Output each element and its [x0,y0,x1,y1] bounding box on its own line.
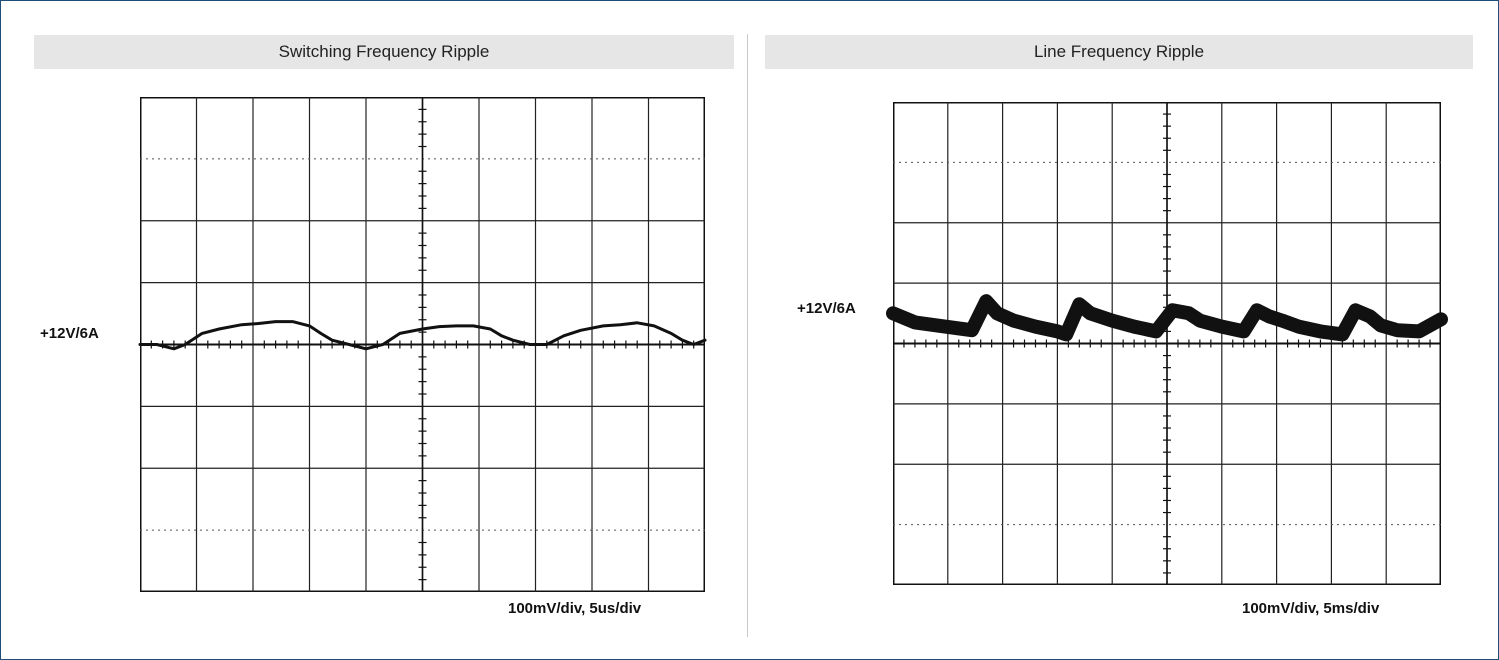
scale-label-line: 100mV/div, 5ms/div [1242,600,1380,617]
channel-label-switching: +12V/6A [40,325,99,342]
ripple-trace [138,320,707,351]
scale-label-switching: 100mV/div, 5us/div [508,600,642,617]
panel-title-switching: Switching Frequency Ripple [34,35,734,69]
oscilloscope-line [886,102,1448,585]
channel-label-line: +12V/6A [797,300,856,317]
oscilloscope-switching [138,97,707,592]
panel-divider [747,34,748,637]
ripple-trace [886,294,1448,342]
panel-title-line: Line Frequency Ripple [765,35,1473,69]
